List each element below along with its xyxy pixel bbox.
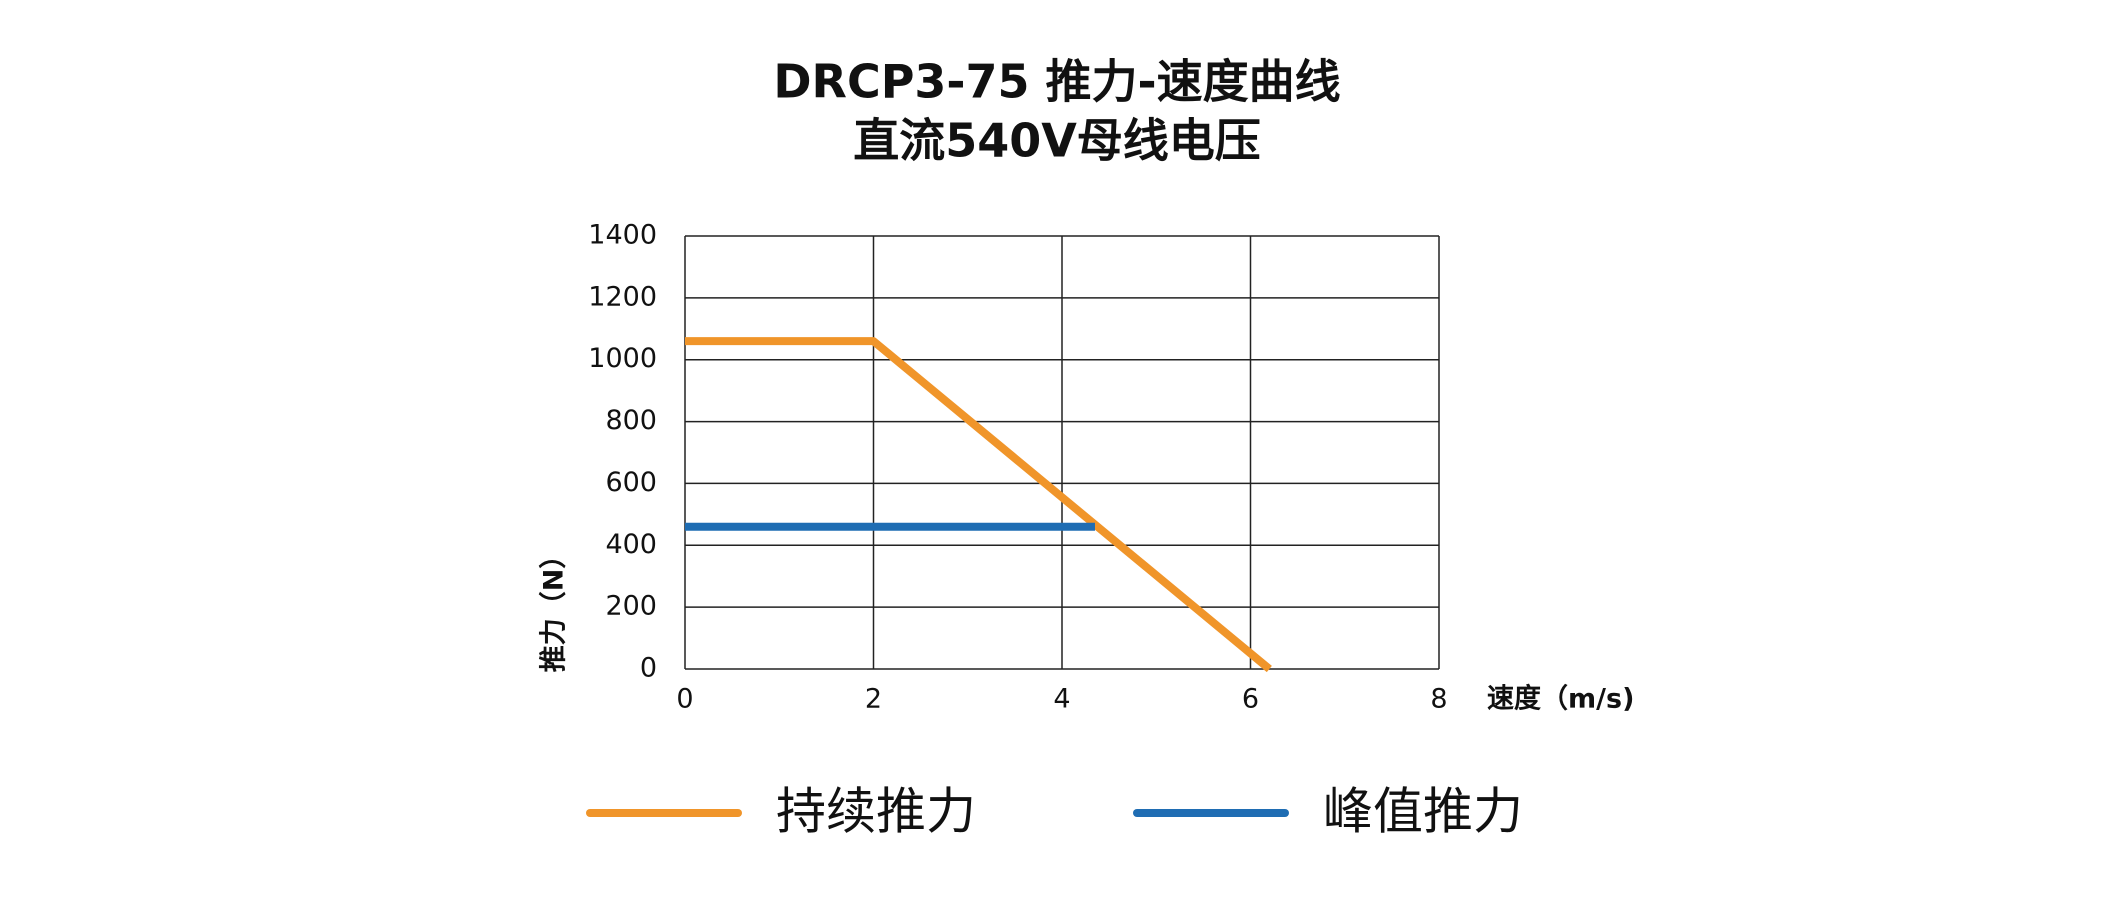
chart-title: DRCP3-75 推力-速度曲线 — [773, 55, 1340, 109]
legend-label: 持续推力 — [776, 783, 976, 841]
y-tick-label: 1400 — [588, 220, 657, 251]
y-tick-label: 400 — [605, 529, 657, 560]
y-tick-label: 0 — [640, 653, 657, 684]
y-tick-label: 800 — [605, 405, 657, 436]
x-tick-label: 8 — [1430, 684, 1447, 715]
chart-subtitle: 直流540V母线电压 — [853, 114, 1261, 168]
x-tick-label: 2 — [865, 684, 882, 715]
y-tick-label: 1000 — [588, 343, 657, 374]
y-tick-label: 200 — [605, 591, 657, 622]
x-tick-label: 6 — [1242, 684, 1259, 715]
y-axis-label: 推力（N） — [539, 542, 570, 673]
legend-label: 峰值推力 — [1323, 783, 1523, 841]
y-tick-label: 1200 — [588, 281, 657, 312]
x-tick-label: 4 — [1053, 684, 1070, 715]
data-line — [685, 337, 1272, 673]
x-tick-label: 0 — [676, 684, 693, 715]
x-axis-label: 速度（m/s) — [1487, 683, 1634, 715]
y-tick-label: 600 — [605, 467, 657, 498]
